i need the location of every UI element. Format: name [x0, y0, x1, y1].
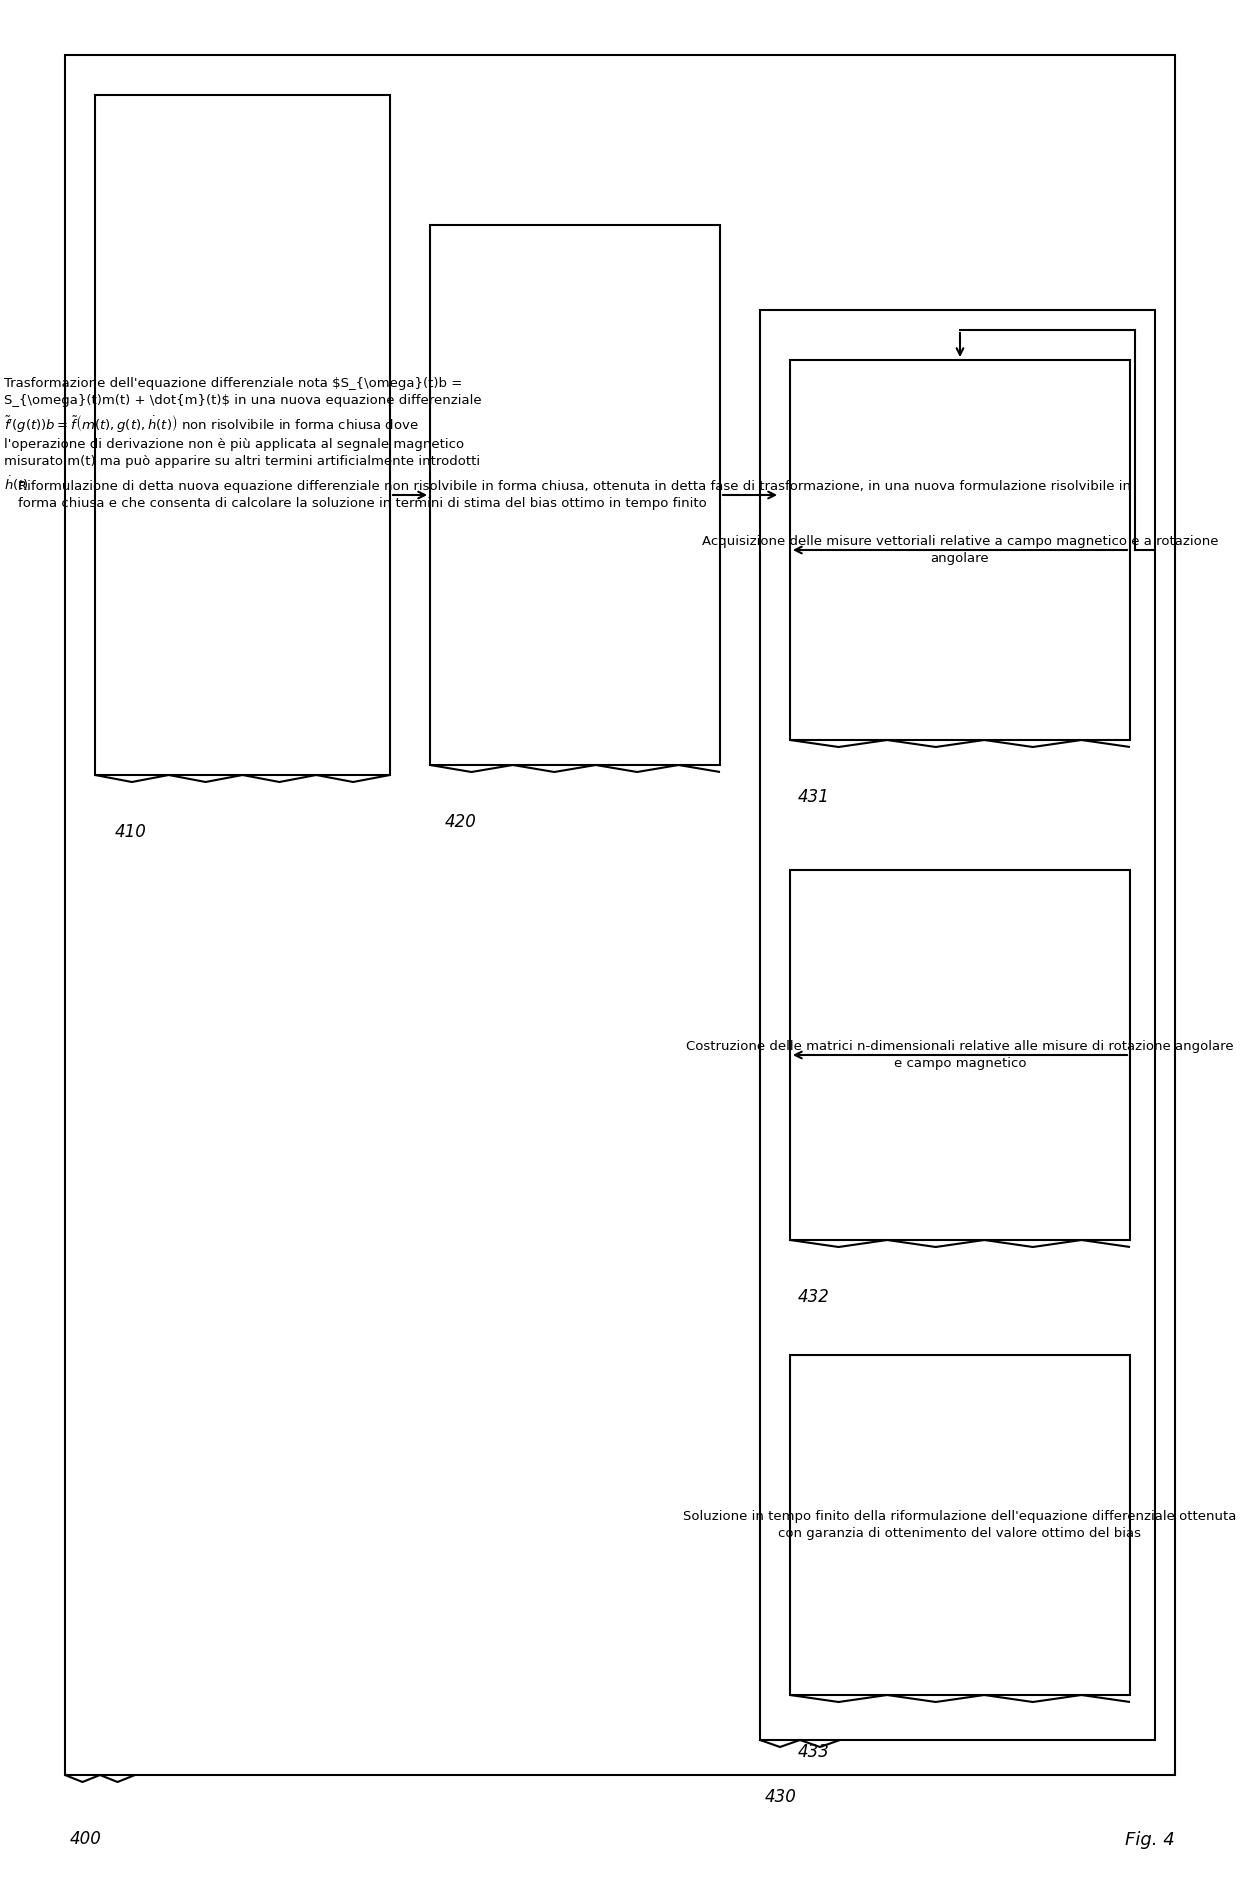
Text: 410: 410: [115, 824, 146, 841]
Text: Fig. 4: Fig. 4: [1125, 1831, 1176, 1849]
Text: 400: 400: [69, 1830, 102, 1849]
Text: Soluzione in tempo finito della riformulazione dell'equazione differenziale otte: Soluzione in tempo finito della riformul…: [683, 1510, 1236, 1540]
Bar: [790, 360, 1130, 741]
Text: Costruzione delle matrici n-dimensionali relative alle misure di rotazione angol: Costruzione delle matrici n-dimensionali…: [686, 1040, 1234, 1070]
Text: Riformulazione di detta nuova equazione differenziale non risolvibile in forma c: Riformulazione di detta nuova equazione …: [19, 479, 1131, 509]
Bar: [790, 1354, 1130, 1695]
Text: Trasformazione dell'equazione differenziale nota $S_{\omega}(t)b = S_{\omega}(t): Trasformazione dell'equazione differenzi…: [4, 377, 481, 492]
Bar: [760, 311, 1154, 1741]
Text: 432: 432: [799, 1288, 830, 1307]
Bar: [430, 225, 720, 765]
Bar: [790, 869, 1130, 1241]
Text: Acquisizione delle misure vettoriali relative a campo magnetico e a rotazione an: Acquisizione delle misure vettoriali rel…: [702, 534, 1218, 564]
Text: 420: 420: [445, 813, 477, 831]
Bar: [64, 55, 1176, 1775]
Text: 431: 431: [799, 788, 830, 807]
Bar: [95, 95, 391, 775]
Text: 430: 430: [765, 1788, 797, 1807]
Text: 433: 433: [799, 1742, 830, 1761]
